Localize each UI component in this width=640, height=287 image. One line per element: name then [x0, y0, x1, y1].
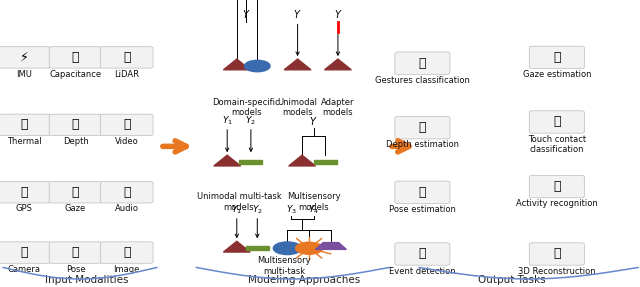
FancyBboxPatch shape — [529, 243, 584, 265]
Ellipse shape — [273, 242, 301, 255]
Text: 👀: 👀 — [553, 51, 561, 64]
Text: Capacitance: Capacitance — [49, 69, 102, 79]
Text: Output Tasks: Output Tasks — [478, 275, 546, 285]
Text: ⚡: ⚡ — [20, 51, 29, 64]
Text: Unimodal multi-task
models: Unimodal multi-task models — [196, 192, 282, 212]
Text: $Y_1$: $Y_1$ — [221, 114, 233, 127]
Bar — [314, 160, 337, 164]
Bar — [246, 246, 269, 250]
Text: 🚗: 🚗 — [20, 246, 28, 259]
Bar — [239, 160, 262, 164]
FancyBboxPatch shape — [49, 182, 102, 203]
Text: 🚗: 🚗 — [123, 51, 131, 64]
FancyBboxPatch shape — [395, 117, 450, 139]
Text: Touch contact
classification: Touch contact classification — [528, 135, 586, 154]
FancyBboxPatch shape — [395, 181, 450, 203]
FancyBboxPatch shape — [0, 114, 51, 135]
Text: Audio: Audio — [115, 204, 139, 214]
Text: 🚶: 🚶 — [72, 246, 79, 259]
Text: Unimodal
models: Unimodal models — [278, 98, 317, 117]
Text: 📷: 📷 — [72, 118, 79, 131]
Text: 🌡: 🌡 — [20, 118, 28, 131]
Polygon shape — [223, 241, 250, 252]
Text: LiDAR: LiDAR — [114, 69, 140, 79]
FancyBboxPatch shape — [49, 242, 102, 263]
Text: Event detection: Event detection — [389, 267, 456, 276]
FancyBboxPatch shape — [49, 114, 102, 135]
FancyBboxPatch shape — [529, 175, 584, 198]
Text: Image: Image — [113, 265, 140, 274]
Text: $Y_3$: $Y_3$ — [285, 203, 297, 216]
FancyBboxPatch shape — [0, 242, 51, 263]
Text: Adapter
models: Adapter models — [321, 98, 355, 117]
Text: Camera: Camera — [8, 265, 41, 274]
FancyBboxPatch shape — [529, 111, 584, 133]
Text: $Y$: $Y$ — [242, 8, 251, 20]
Text: 🔌: 🔌 — [72, 51, 79, 64]
Text: Thermal: Thermal — [7, 137, 42, 146]
Text: $Y_1$: $Y_1$ — [231, 203, 243, 216]
Text: Multisensory
multi-task: Multisensory multi-task — [257, 256, 310, 276]
Text: 🌍: 🌍 — [20, 186, 28, 199]
FancyBboxPatch shape — [395, 243, 450, 265]
Text: Multisensory
models: Multisensory models — [287, 192, 340, 212]
Text: IMU: IMU — [17, 69, 32, 79]
Text: 👍: 👍 — [553, 247, 561, 261]
Text: 🎵: 🎵 — [123, 186, 131, 199]
Text: Gestures classification: Gestures classification — [375, 76, 470, 85]
Text: 3D Reconstruction: 3D Reconstruction — [518, 267, 596, 276]
Text: Pose estimation: Pose estimation — [389, 205, 456, 214]
Text: $Y$: $Y$ — [309, 115, 318, 127]
Text: $Y_4$: $Y_4$ — [308, 203, 319, 216]
Polygon shape — [324, 59, 351, 70]
FancyBboxPatch shape — [100, 242, 153, 263]
Text: Gaze: Gaze — [65, 204, 86, 214]
Polygon shape — [284, 59, 311, 70]
Text: Modeling Approaches: Modeling Approaches — [248, 275, 360, 285]
FancyBboxPatch shape — [529, 46, 584, 69]
Text: GPS: GPS — [16, 204, 33, 214]
FancyBboxPatch shape — [100, 182, 153, 203]
Text: Activity recognition: Activity recognition — [516, 199, 598, 208]
Ellipse shape — [296, 242, 323, 254]
FancyBboxPatch shape — [100, 47, 153, 68]
FancyBboxPatch shape — [0, 47, 51, 68]
Text: Gaze estimation: Gaze estimation — [522, 70, 591, 79]
Text: Input Modalities: Input Modalities — [45, 275, 128, 285]
Text: 🎬: 🎬 — [123, 118, 131, 131]
Text: 🔥: 🔥 — [419, 121, 426, 134]
FancyBboxPatch shape — [395, 52, 450, 74]
Text: Video: Video — [115, 137, 139, 146]
Text: $Y_2$: $Y_2$ — [245, 114, 257, 127]
Text: 🏃: 🏃 — [419, 186, 426, 199]
Text: Pose: Pose — [66, 265, 85, 274]
Text: 👫: 👫 — [553, 180, 561, 193]
Text: 👥: 👥 — [419, 247, 426, 261]
Text: Depth: Depth — [63, 137, 88, 146]
Polygon shape — [214, 155, 241, 166]
Text: Domain-specific
models: Domain-specific models — [212, 98, 280, 117]
Text: $Y_2$: $Y_2$ — [252, 203, 263, 216]
Polygon shape — [289, 155, 316, 166]
Polygon shape — [316, 243, 346, 249]
Text: 👆: 👆 — [553, 115, 561, 129]
Text: Depth estimation: Depth estimation — [386, 140, 459, 149]
FancyBboxPatch shape — [0, 182, 51, 203]
FancyBboxPatch shape — [49, 47, 102, 68]
Text: 👁: 👁 — [72, 186, 79, 199]
Text: $Y$: $Y$ — [293, 8, 302, 20]
FancyBboxPatch shape — [100, 114, 153, 135]
Polygon shape — [223, 59, 250, 70]
Text: $Y$: $Y$ — [333, 8, 342, 20]
Ellipse shape — [244, 60, 270, 72]
Text: 🖼: 🖼 — [123, 246, 131, 259]
Text: 👤: 👤 — [419, 57, 426, 70]
